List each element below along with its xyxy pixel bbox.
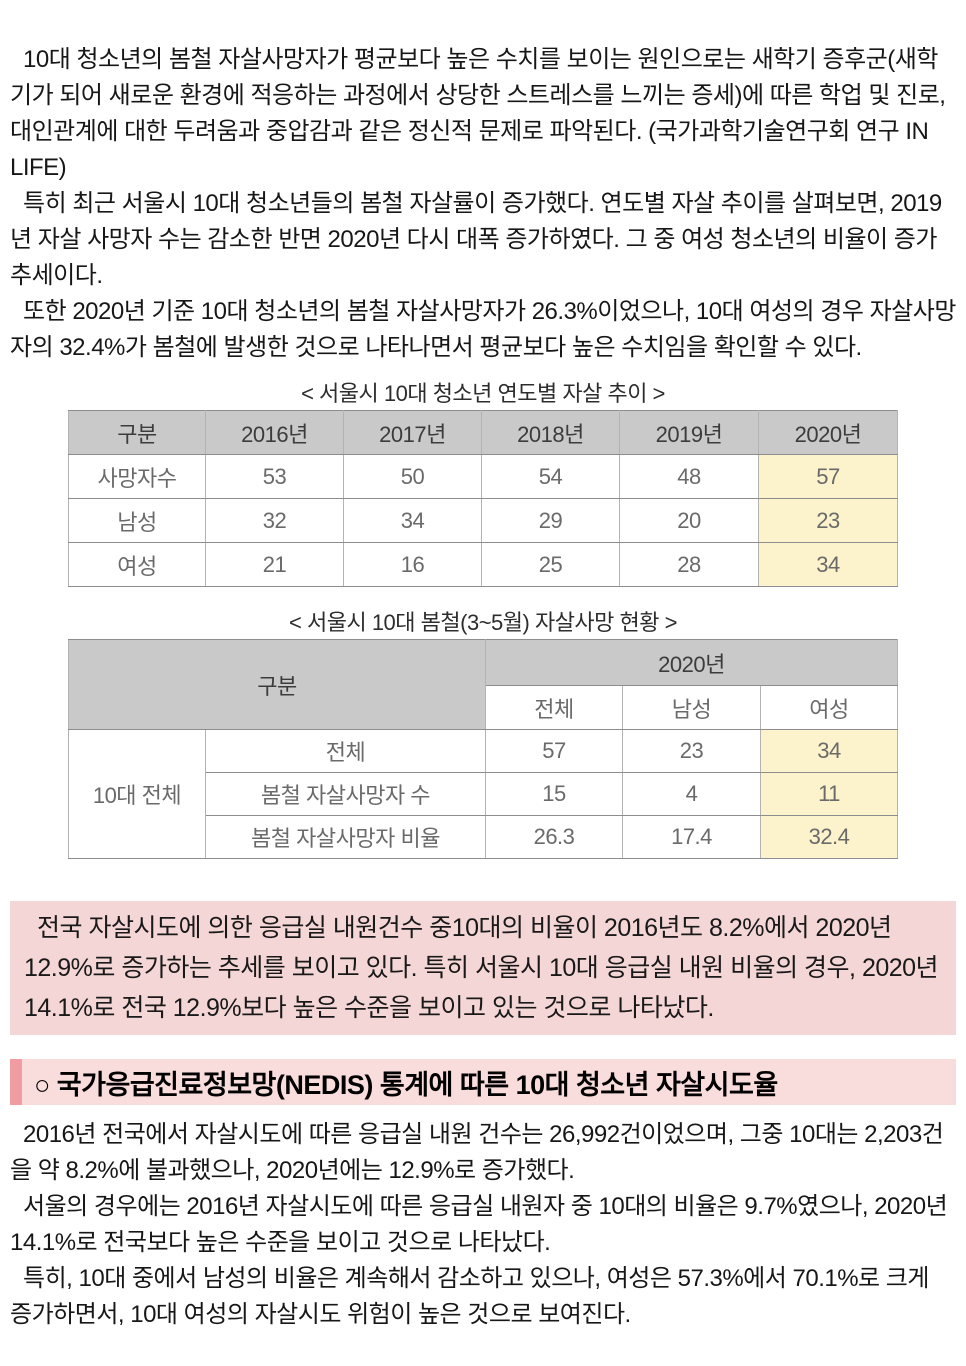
table-row: 여성 21 16 25 28 34 <box>68 542 898 587</box>
sub-header: 전체 <box>485 685 623 730</box>
table-cell: 53 <box>205 454 344 499</box>
table-cell-highlighted: 32.4 <box>760 815 898 859</box>
table-row: 전체 남성 여성 <box>68 685 898 730</box>
table-row: 봄철 자살사망자 비율 26.3 17.4 32.4 <box>68 815 898 859</box>
row-header: 여성 <box>68 542 206 587</box>
table-cell: 23 <box>622 729 761 773</box>
table-cell: 20 <box>619 498 759 543</box>
table-cell-highlighted: 57 <box>758 454 898 499</box>
table-cell: 48 <box>619 454 759 499</box>
table-cell: 21 <box>205 542 344 587</box>
table-cell-highlighted: 11 <box>760 772 898 816</box>
callout-text: 전국 자살시도에 의한 응급실 내원건수 중10대의 비율이 2016년도 8.… <box>24 914 939 1022</box>
top-paragraph-3: 또한 2020년 기준 10대 청소년의 봄철 자살사망자가 26.3%이었으나… <box>10 298 956 361</box>
table-cell-highlighted: 23 <box>758 498 898 543</box>
table-row: 10대 전체 전체 57 23 34 <box>67 729 898 859</box>
table-row: 남성 32 34 29 20 23 <box>68 498 898 543</box>
year-header: 2020년 <box>485 639 898 686</box>
bottom-paragraphs: 2016년 전국에서 자살시도에 따른 응급실 내원 건수는 26,992건이었… <box>0 1117 966 1333</box>
table-cell: 25 <box>481 542 620 587</box>
table-row: 구분 2020년 <box>67 639 898 730</box>
table-cell-highlighted: 34 <box>760 729 898 773</box>
row-header: 봄철 자살사망자 비율 <box>204 815 487 859</box>
table-row: 구분 2016년 2017년 2018년 2019년 2020년 <box>68 410 898 455</box>
top-paragraph-1: 10대 청소년의 봄철 자살사망자가 평균보다 높은 수치를 보이는 원인으로는… <box>10 46 946 181</box>
table-cell: 15 <box>485 772 623 816</box>
row-header: 전체 <box>204 729 487 773</box>
table-cell: 4 <box>622 772 761 816</box>
column-header: 구분 <box>68 410 206 455</box>
table-row: 사망자수 53 50 54 48 57 <box>68 454 898 499</box>
row-header: 남성 <box>68 498 206 543</box>
row-header: 사망자수 <box>68 454 206 499</box>
table-cell: 57 <box>485 729 623 773</box>
table2-title: < 서울시 10대 봄철(3~5월) 자살사망 현황 > <box>289 610 677 635</box>
bottom-paragraph-3: 특히, 10대 중에서 남성의 비율은 계속해서 감소하고 있으나, 여성은 5… <box>10 1265 929 1328</box>
bottom-paragraph-1: 2016년 전국에서 자살시도에 따른 응급실 내원 건수는 26,992건이었… <box>10 1121 944 1184</box>
corner-header: 구분 <box>67 639 487 730</box>
section-heading-text: ○ 국가응급진료정보망(NEDIS) 통계에 따른 10대 청소년 자살시도율 <box>34 1069 778 1100</box>
table-spring-suicide-status: 구분 2020년 전체 남성 여성 10대 전체 전체 57 23 34 봄철 … <box>67 639 898 859</box>
heading-accent-bar <box>10 1059 22 1105</box>
bottom-paragraph-2: 서울의 경우에는 2016년 자살시도에 따른 응급실 내원자 중 10대의 비… <box>10 1193 948 1256</box>
section-heading-band: ○ 국가응급진료정보망(NEDIS) 통계에 따른 10대 청소년 자살시도율 <box>10 1059 956 1105</box>
table-cell: 26.3 <box>485 815 623 859</box>
table-cell: 54 <box>481 454 620 499</box>
sub-header: 남성 <box>622 685 761 730</box>
table-cell-highlighted: 34 <box>758 542 898 587</box>
column-header: 2016년 <box>205 410 344 455</box>
table-cell: 29 <box>481 498 620 543</box>
top-paragraph-2: 특히 최근 서울시 10대 청소년들의 봄철 자살률이 증가했다. 연도별 자살… <box>10 190 942 289</box>
table-cell: 50 <box>343 454 482 499</box>
callout-box: 전국 자살시도에 의한 응급실 내원건수 중10대의 비율이 2016년도 8.… <box>10 901 956 1035</box>
column-header: 2019년 <box>619 410 759 455</box>
table-yearly-suicide-trend: 구분 2016년 2017년 2018년 2019년 2020년 사망자수 53… <box>68 410 898 587</box>
table-cell: 34 <box>343 498 482 543</box>
table1-title: < 서울시 10대 청소년 연도별 자살 추이 > <box>301 381 665 406</box>
column-header: 2018년 <box>481 410 620 455</box>
table-cell: 28 <box>619 542 759 587</box>
table-cell: 32 <box>205 498 344 543</box>
column-header: 2020년 <box>758 410 898 455</box>
group-header: 10대 전체 <box>67 729 206 859</box>
sub-header: 여성 <box>760 685 898 730</box>
row-header: 봄철 자살사망자 수 <box>204 772 487 816</box>
column-header: 2017년 <box>343 410 482 455</box>
table-cell: 16 <box>343 542 482 587</box>
table-cell: 17.4 <box>622 815 761 859</box>
